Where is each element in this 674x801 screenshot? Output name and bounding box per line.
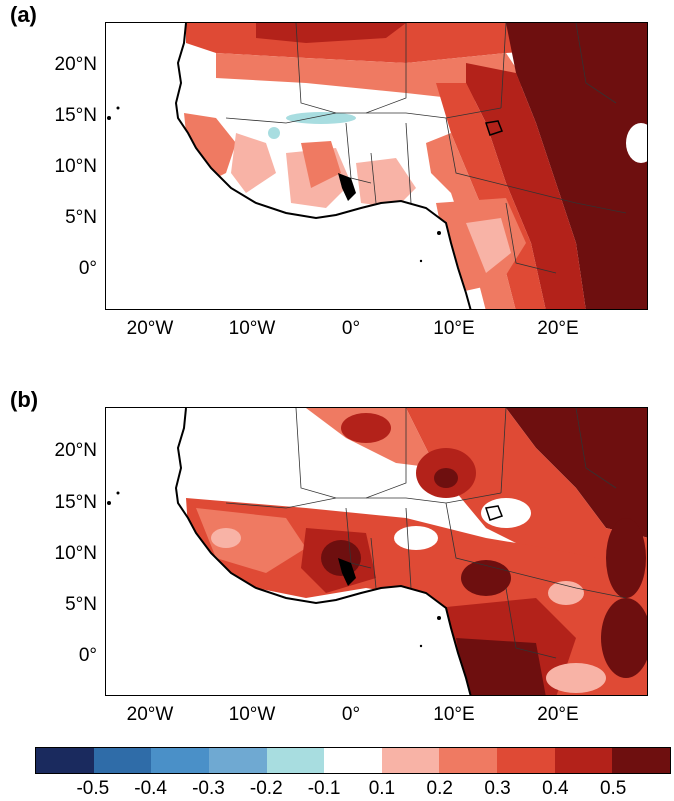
colorbar-segment [36, 748, 94, 773]
lat-tick-label: 20°N [54, 440, 97, 461]
lon-tick-label: 20°E [537, 704, 579, 725]
colorbar-tick-label: -0.5 [76, 778, 110, 799]
map-a-svg [106, 23, 647, 309]
lat-tick-label: 0° [78, 258, 97, 279]
colorbar-tick-label: 0.5 [599, 778, 627, 799]
map-panel-a [105, 22, 648, 310]
colorbar-segment [93, 748, 152, 773]
lat-tick-label: 20°N [54, 54, 97, 75]
lon-tick-label: 10°W [228, 318, 276, 339]
colorbar-segment [266, 748, 325, 773]
colorbar-segment [208, 748, 267, 773]
colorbar-segment [151, 748, 209, 773]
lat-tick-label: 5°N [65, 207, 97, 228]
lon-tick-label: 20°E [537, 318, 579, 339]
lat-tick-label: 15°N [54, 492, 97, 513]
lon-tick-label: 0° [341, 318, 361, 339]
lon-tick-label: 20°W [126, 704, 174, 725]
lat-tick-label: 10°N [54, 543, 97, 564]
lon-tick-label: 20°W [126, 318, 174, 339]
colorbar-tick-label: -0.3 [192, 778, 225, 799]
lat-tick-label: 10°N [54, 156, 97, 177]
lon-tick-label: 10°E [433, 318, 475, 339]
colorbar-tick-label: 0.1 [368, 778, 396, 799]
map-panel-b [105, 407, 648, 696]
panel-label-a: (a) [10, 2, 37, 27]
colorbar-tick-label: -0.1 [307, 778, 341, 799]
lon-tick-label: 0° [341, 704, 361, 725]
colorbar-segment [612, 748, 671, 773]
colorbar-segment [439, 748, 498, 773]
colorbar-segment [497, 748, 555, 773]
map-b-svg [106, 408, 647, 695]
lat-tick-label: 0° [78, 645, 97, 666]
colorbar-segment [554, 748, 613, 773]
colorbar [35, 747, 671, 774]
colorbar-segment [381, 748, 440, 773]
lon-tick-label: 10°W [228, 704, 276, 725]
lat-tick-label: 5°N [65, 594, 97, 615]
colorbar-segment [324, 748, 382, 773]
colorbar-tick-label: -0.2 [249, 778, 283, 799]
panel-label-b: (b) [10, 387, 39, 412]
lon-tick-label: 10°E [433, 704, 475, 725]
colorbar-tick-label: 0.2 [426, 778, 453, 799]
colorbar-tick-label: -0.4 [134, 778, 167, 799]
colorbar-tick-label: 0.4 [542, 778, 569, 799]
colorbar-tick-label: 0.3 [484, 778, 511, 799]
lat-tick-label: 15°N [54, 105, 97, 126]
